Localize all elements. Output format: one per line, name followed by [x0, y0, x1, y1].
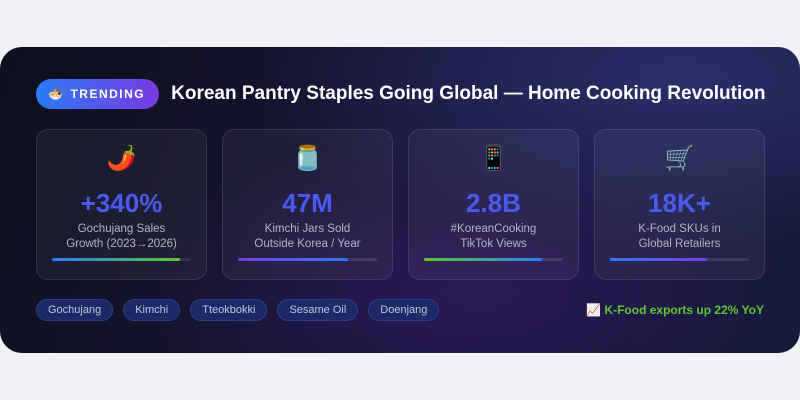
- jar-icon: 🫙: [292, 145, 323, 172]
- tag-list: Gochujang Kimchi Tteokbokki Sesame Oil D…: [36, 299, 440, 321]
- stat-card-gochujang: 🌶️ +340% Gochujang Sales Growth (2023→202…: [36, 129, 207, 280]
- exports-note: 📈 K-Food exports up 22% YoY: [586, 303, 764, 317]
- progress-fill: [52, 258, 180, 261]
- stat-card-tiktok: 📱 2.8B #KoreanCooking TikTok Views: [408, 129, 579, 280]
- header: 🍜 TRENDING Korean Pantry Staples Going G…: [36, 79, 765, 109]
- mobile-phone-icon: 📱: [478, 145, 509, 172]
- stat-value: 47M: [282, 188, 333, 218]
- stat-value: 2.8B: [466, 188, 521, 218]
- tag-gochujang[interactable]: Gochujang: [36, 299, 114, 321]
- progress-fill: [424, 258, 543, 261]
- stat-card-skus: 🛒 18K+ K-Food SKUs in Global Retailers: [594, 129, 765, 280]
- tag-tteokbokki[interactable]: Tteokbokki: [190, 299, 268, 321]
- chili-pepper-icon: 🌶️: [106, 145, 137, 172]
- progress-bar: [610, 258, 749, 261]
- stat-value: +340%: [80, 188, 163, 218]
- badge-label: TRENDING: [70, 87, 146, 101]
- stats-row: 🌶️ +340% Gochujang Sales Growth (2023→202…: [36, 129, 765, 280]
- progress-bar: [52, 258, 191, 261]
- stat-card-kimchi: 🫙 47M Kimchi Jars Sold Outside Korea / Ye…: [222, 129, 393, 280]
- stat-value: 18K+: [648, 188, 711, 218]
- trending-card: 🍜 TRENDING Korean Pantry Staples Going G…: [0, 47, 800, 353]
- progress-bar: [424, 258, 563, 261]
- exports-note-text: K-Food exports up 22% YoY: [604, 303, 764, 317]
- page-title: Korean Pantry Staples Going Global — Hom…: [171, 83, 766, 104]
- tag-doenjang[interactable]: Doenjang: [368, 299, 440, 321]
- chart-increasing-icon: 📈: [586, 303, 602, 317]
- stat-label: Kimchi Jars Sold Outside Korea / Year: [254, 223, 361, 250]
- stat-label: #KoreanCooking TikTok Views: [450, 223, 537, 250]
- progress-bar: [238, 258, 377, 261]
- trending-badge: 🍜 TRENDING: [36, 79, 160, 109]
- noodle-bowl-icon: 🍜: [48, 87, 65, 101]
- shopping-cart-icon: 🛒: [664, 145, 695, 172]
- progress-fill: [610, 258, 708, 261]
- tag-kimchi[interactable]: Kimchi: [123, 299, 181, 321]
- stat-label: Gochujang Sales Growth (2023→2026): [66, 223, 177, 250]
- progress-fill: [238, 258, 348, 261]
- stat-label: K-Food SKUs in Global Retailers: [638, 223, 721, 250]
- tag-sesame-oil[interactable]: Sesame Oil: [277, 299, 359, 321]
